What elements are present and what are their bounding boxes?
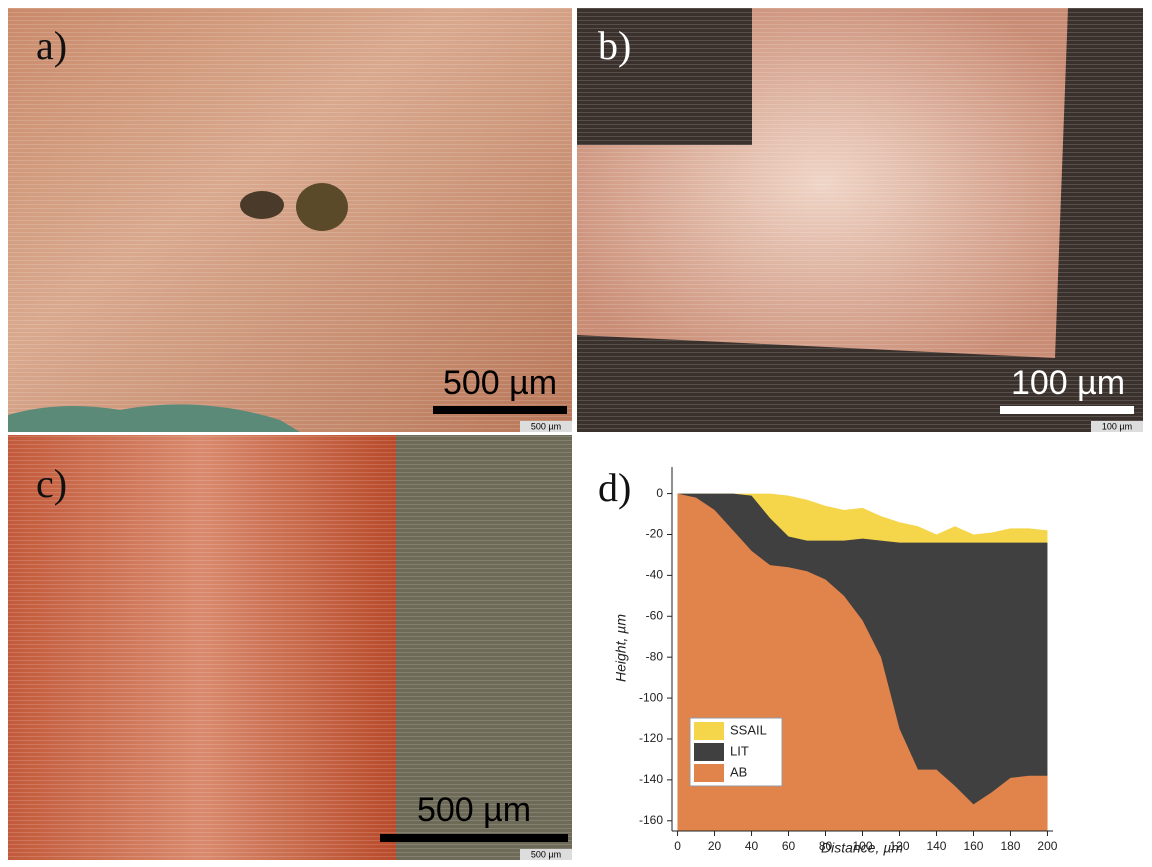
y-tick-label: -160	[639, 813, 663, 827]
panel-c: c) 500 µm 500 µm	[8, 435, 572, 860]
scale-bar-label: 500 µm	[443, 364, 557, 402]
y-axis-label: Height, µm	[613, 614, 629, 682]
x-tick-label: 0	[674, 839, 681, 853]
figure: a) 500 µm 500 µm b) 100 µm 100 µm c) 500…	[0, 0, 1152, 862]
x-tick-label: 120	[889, 839, 909, 853]
x-tick-label: 140	[926, 839, 946, 853]
y-tick-label: -20	[646, 527, 664, 541]
legend-swatch	[694, 722, 724, 740]
scale-bar	[1000, 406, 1134, 414]
legend-swatch	[694, 743, 724, 761]
y-tick-label: 0	[656, 486, 663, 500]
scale-bar	[380, 834, 568, 842]
y-tick-label: -140	[639, 772, 663, 786]
pit	[296, 183, 348, 231]
panel-label: a)	[36, 23, 67, 68]
x-tick-label: 40	[745, 839, 759, 853]
pit	[240, 191, 284, 219]
panel-label: d)	[598, 465, 631, 510]
y-tick-label: -100	[639, 690, 663, 704]
panel-label: b)	[598, 23, 631, 68]
legend-swatch	[694, 764, 724, 782]
y-tick-label: -120	[639, 731, 663, 745]
scale-bar-label: 500 µm	[417, 791, 531, 829]
scale-note: 500 µm	[531, 849, 561, 859]
legend-label: AB	[730, 764, 747, 779]
legend-label: LIT	[730, 743, 749, 758]
y-tick-label: -60	[646, 608, 664, 622]
x-tick-label: 80	[819, 839, 833, 853]
x-tick-label: 160	[963, 839, 983, 853]
y-tick-label: -40	[646, 568, 664, 582]
x-tick-label: 200	[1037, 839, 1057, 853]
x-tick-label: 20	[708, 839, 722, 853]
scale-bar-label: 100 µm	[1011, 364, 1125, 402]
x-tick-label: 180	[1000, 839, 1020, 853]
x-tick-label: 60	[782, 839, 796, 853]
x-tick-label: 100	[852, 839, 872, 853]
y-tick-label: -80	[646, 649, 664, 663]
scale-note: 500 µm	[531, 421, 561, 431]
panel-label: c)	[36, 461, 67, 506]
scale-note: 100 µm	[1102, 421, 1132, 431]
panel-a: a) 500 µm 500 µm	[8, 8, 572, 432]
panel-b: b) 100 µm 100 µm	[577, 8, 1143, 432]
scale-bar	[433, 406, 567, 414]
legend-label: SSAIL	[730, 722, 767, 737]
